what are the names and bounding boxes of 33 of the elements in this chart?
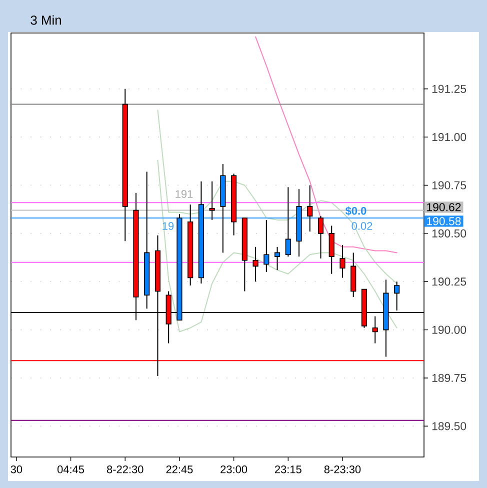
x-tick-label: 04:45	[57, 466, 84, 474]
y-tick-label: 190.25	[432, 278, 466, 286]
y-tick-label: 190.75	[432, 181, 466, 190]
y-tick-label: 190.00	[432, 326, 466, 334]
y-tick-label: 191.25	[432, 84, 466, 93]
candlestick	[252, 246, 258, 282]
candlestick	[372, 316, 378, 344]
candlestick	[307, 184, 313, 232]
x-tick-label: 22:45	[166, 466, 193, 474]
ref-line-label: 190.62	[427, 203, 461, 212]
annotation: $0.0	[345, 206, 366, 216]
line-series	[157, 110, 398, 284]
y-tick-label: 191.00	[432, 133, 466, 142]
candlestick	[318, 216, 324, 259]
x-tick-label: 30	[10, 466, 22, 474]
annotation: 19	[162, 222, 174, 230]
y-tick-label: 189.75	[432, 374, 466, 382]
annotation: 191	[176, 190, 193, 198]
y-tick-label: 189.50	[432, 422, 466, 430]
x-tick-label: 23:15	[274, 466, 302, 474]
x-tick-label: 8-23:30	[324, 466, 361, 474]
candlestick	[274, 246, 280, 271]
ref-line-label: 190.58	[427, 217, 461, 226]
x-tick-label: 8-22:30	[107, 466, 144, 474]
candlestick	[285, 186, 291, 258]
candlestick	[264, 219, 270, 272]
candlestick	[209, 180, 215, 220]
candlestick	[328, 225, 334, 274]
y-tick-label: 190.50	[432, 229, 466, 238]
candlestick	[340, 244, 346, 278]
chart-title: 3 Min	[30, 15, 62, 25]
x-tick-label: 23:00	[220, 466, 248, 474]
annotation: 0.02	[352, 222, 372, 230]
